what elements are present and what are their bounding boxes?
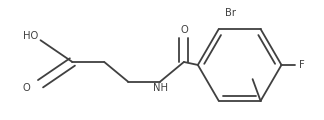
Text: NH: NH [153,83,168,93]
Text: O: O [23,83,30,93]
Text: F: F [299,60,305,70]
Text: HO: HO [23,31,38,41]
Text: O: O [180,25,188,35]
Text: Br: Br [225,8,236,18]
